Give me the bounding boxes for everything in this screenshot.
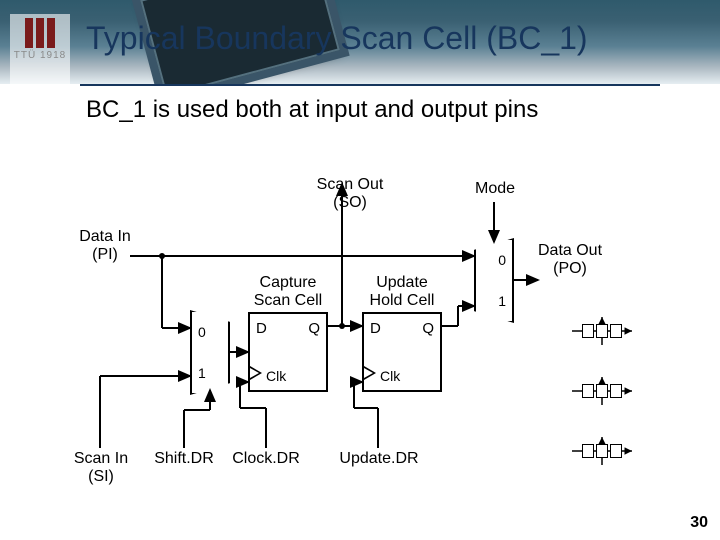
- capture-cell-label-bot: Scan Cell: [248, 292, 328, 310]
- shiftdr-label: Shift.DR: [146, 450, 222, 468]
- mux-label-1: 1: [198, 365, 206, 381]
- scan-in-label-bot: (SI): [66, 468, 136, 486]
- update-ff: D Q Clk: [362, 312, 442, 392]
- ff-q-label: Q: [422, 320, 434, 337]
- page-number: 30: [690, 514, 708, 532]
- clockdr-label: Clock.DR: [226, 450, 306, 468]
- data-out-label-bot: (PO): [530, 260, 610, 278]
- scan-out-label-top: Scan Out: [305, 176, 395, 194]
- scan-in-label-top: Scan In: [66, 450, 136, 468]
- mux-label-1: 1: [498, 293, 506, 309]
- mux-label-0: 0: [198, 324, 206, 340]
- data-out-label-top: Data Out: [530, 242, 610, 260]
- clk-triangle-icon: [250, 366, 262, 380]
- title-underline: [80, 84, 660, 86]
- data-in-label-top: Data In: [70, 228, 140, 246]
- mini-chain-icon: [570, 375, 634, 407]
- logo-text: TTÜ 1918: [14, 50, 66, 61]
- capture-ff: D Q Clk: [248, 312, 328, 392]
- ff-d-label: D: [370, 320, 381, 337]
- scan-out-label-bot: (SO): [305, 194, 395, 212]
- ff-clk-label: Clk: [380, 368, 400, 384]
- ff-d-label: D: [256, 320, 267, 337]
- page-title: Typical Boundary Scan Cell (BC_1): [86, 20, 588, 57]
- mini-chain-icon: [570, 435, 634, 467]
- input-mux: 0 1: [190, 310, 230, 395]
- mini-chain-icon: [570, 315, 634, 347]
- bc1-diagram: 0 1 0 1 D Q Clk D Q Clk Capture Scan Cel…: [70, 150, 670, 510]
- logo-bars: [25, 18, 55, 48]
- clk-triangle-icon: [364, 366, 376, 380]
- capture-cell-label-top: Capture: [248, 274, 328, 292]
- update-cell-label-bot: Hold Cell: [362, 292, 442, 310]
- mux-label-0: 0: [498, 252, 506, 268]
- data-in-label-bot: (PI): [70, 246, 140, 264]
- ff-q-label: Q: [308, 320, 320, 337]
- logo: TTÜ 1918: [10, 14, 70, 98]
- update-cell-label-top: Update: [362, 274, 442, 292]
- subtitle: BC_1 is used both at input and output pi…: [86, 96, 538, 124]
- updatedr-label: Update.DR: [332, 450, 426, 468]
- mode-label: Mode: [465, 180, 525, 198]
- ff-clk-label: Clk: [266, 368, 286, 384]
- output-mux: 0 1: [474, 238, 514, 323]
